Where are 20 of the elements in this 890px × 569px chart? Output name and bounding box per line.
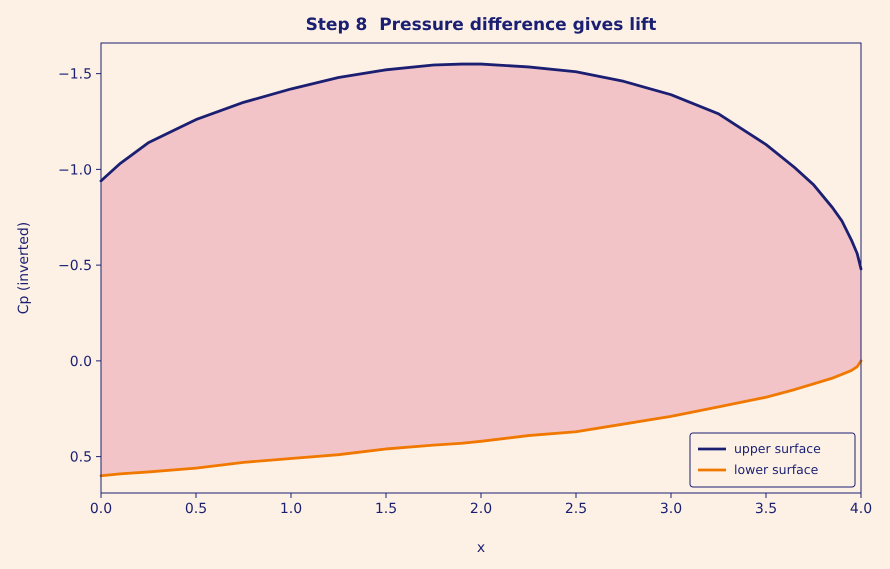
y-tick-label: 0.5: [70, 450, 92, 466]
x-tick-label: 3.5: [754, 501, 778, 517]
y-tick-label: −1.0: [58, 162, 92, 178]
x-tick-label: 1.0: [280, 501, 302, 517]
y-axis-title: Cp (inverted): [16, 222, 32, 314]
x-tick-label: 1.5: [374, 501, 398, 517]
x-tick-label: 2.0: [470, 501, 492, 517]
legend-label: upper surface: [734, 441, 822, 456]
x-tick-label: 0.0: [90, 501, 112, 517]
chart-title: Step 8 Pressure difference gives lift: [306, 15, 656, 35]
x-axis-title: x: [476, 540, 486, 556]
line-series: [100, 359, 862, 478]
legend-label: lower surface: [734, 462, 819, 477]
y-tick-label: −0.5: [58, 258, 92, 274]
x-tick-label: 0.5: [184, 501, 208, 517]
y-tick-label: −1.5: [58, 66, 92, 83]
x-tick-label: 2.5: [564, 501, 588, 517]
x-tick-label: 3.0: [660, 501, 682, 517]
y-tick-label: 0.0: [70, 354, 92, 370]
x-tick-label: 4.0: [850, 501, 872, 517]
